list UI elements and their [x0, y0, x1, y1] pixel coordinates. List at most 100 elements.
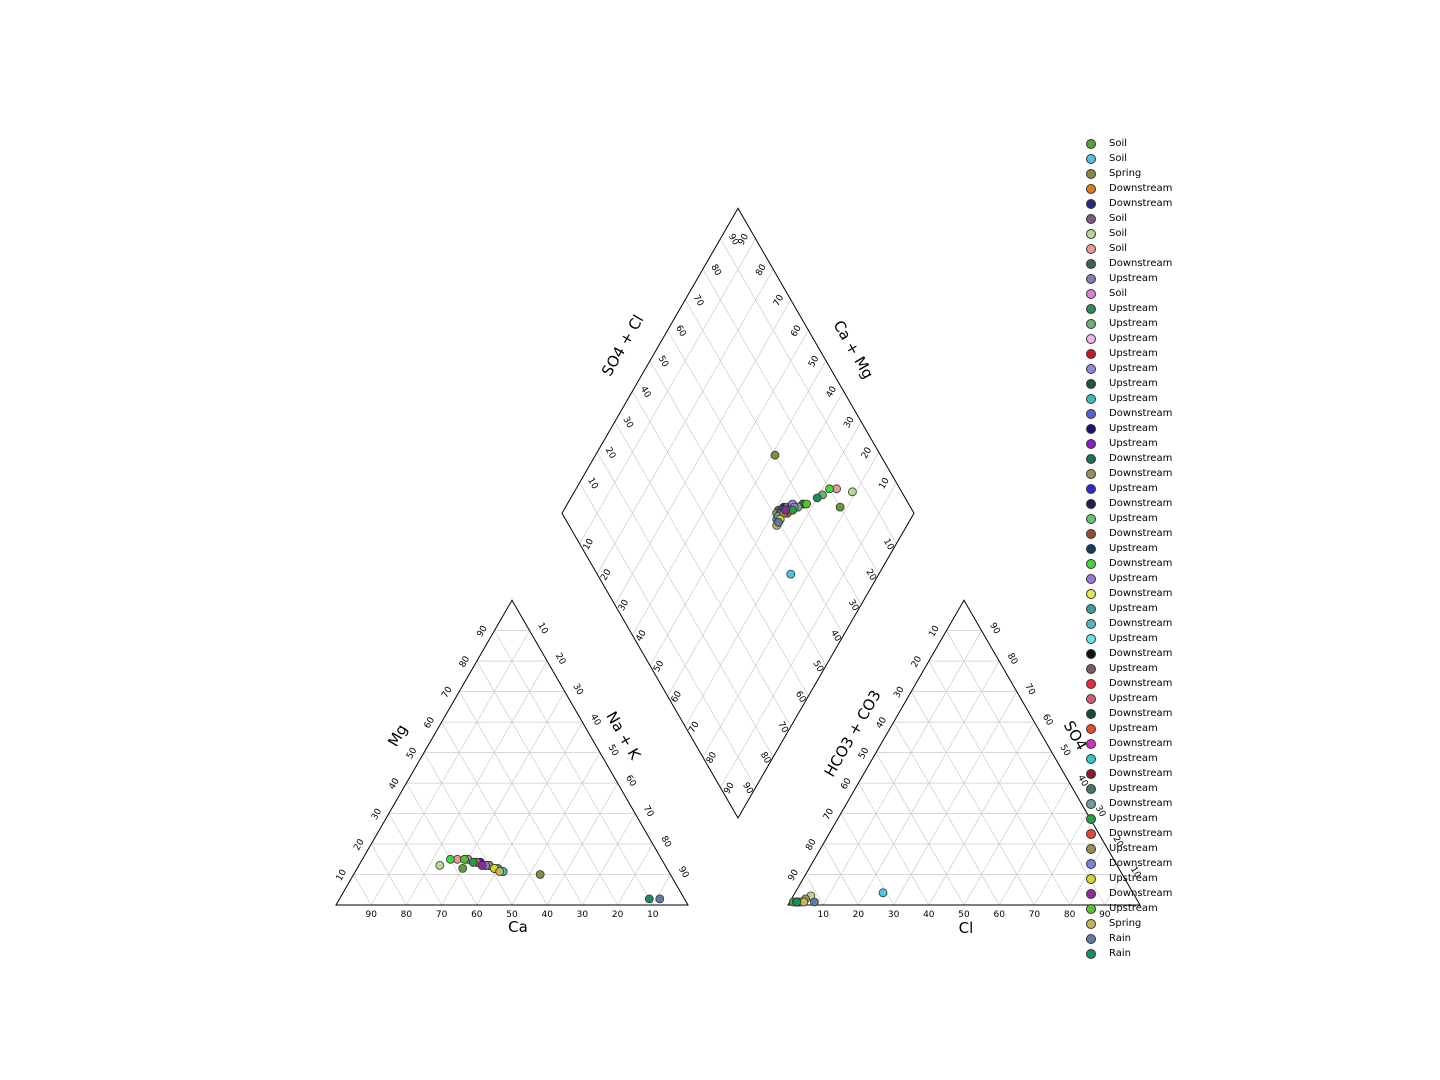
legend-label: Downstream: [1109, 858, 1173, 869]
legend-label: Upstream: [1109, 363, 1158, 374]
cation-left-tick: 40: [387, 776, 402, 791]
legend-marker: [1086, 633, 1096, 644]
legend-item: Soil: [1084, 151, 1172, 166]
anion-left-tick: 40: [875, 715, 890, 730]
diamond-point: [781, 505, 790, 515]
legend-item: Upstream: [1084, 436, 1172, 451]
legend-marker: [1086, 783, 1096, 794]
legend-marker: [1086, 213, 1096, 224]
anion-left-tick: 70: [822, 807, 837, 822]
legend-marker: [1086, 663, 1096, 674]
legend-marker: [1086, 588, 1096, 599]
anion-triangle-grid-line: [822, 630, 982, 906]
diamond-point: [848, 487, 857, 497]
diamond-grid-line: [579, 238, 756, 544]
anion-triangle-outline: [787, 599, 1141, 906]
anion-triangle-grid-line: [946, 630, 1106, 906]
cation-triangle-grid-line: [476, 660, 618, 906]
legend-item: Upstream: [1084, 481, 1172, 496]
anion-right-tick: 90: [987, 621, 1002, 636]
legend-item: Rain: [1084, 931, 1172, 946]
legend-marker: [1086, 393, 1096, 404]
cation-point: [495, 867, 505, 876]
legend-marker: [1086, 753, 1096, 764]
legend-label: Upstream: [1109, 273, 1158, 284]
legend-item: Upstream: [1084, 811, 1172, 826]
data-points: [435, 450, 888, 907]
legend-label: Upstream: [1109, 438, 1158, 449]
cation-point: [477, 861, 487, 870]
legend-marker: [1086, 288, 1096, 299]
cation-left-tick: 50: [405, 746, 420, 761]
anion-right-tick: 70: [1022, 682, 1037, 697]
diamond-upper-left-tick: 50: [807, 354, 822, 369]
legend-item: Downstream: [1084, 586, 1172, 601]
legend-label: Soil: [1109, 153, 1128, 164]
cation-bottom-tick: 90: [365, 910, 377, 920]
legend-label: Upstream: [1109, 483, 1158, 494]
legend-marker: [1086, 798, 1096, 809]
cation-point: [435, 861, 445, 870]
anion-bottom-tick: 70: [1029, 910, 1041, 920]
cation-point: [458, 864, 468, 873]
legend-item: Upstream: [1084, 331, 1172, 346]
cation-point: [460, 854, 469, 864]
legend-label: Soil: [1109, 288, 1128, 299]
legend-item: Soil: [1084, 226, 1172, 241]
anion-left-tick: 30: [892, 685, 907, 700]
legend-label: Rain: [1109, 933, 1131, 944]
legend-item: Downstream: [1084, 181, 1172, 196]
anion-triangle-grid-line: [893, 721, 1000, 906]
legend-item: Downstream: [1084, 556, 1172, 571]
legend-label: Downstream: [1109, 738, 1173, 749]
diamond-upper-right-tick: 40: [638, 385, 653, 400]
cation-left-tick: 90: [475, 624, 490, 639]
anion-triangle-grid-line: [805, 874, 824, 906]
cation-right-tick: 10: [535, 621, 550, 636]
cation-right-axis-label: Na + K: [602, 708, 644, 763]
diamond-lower-right-tick: 40: [634, 628, 649, 643]
diamond-upper-left-axis-label: SO4 + Cl: [598, 312, 647, 380]
legend-label: Downstream: [1109, 528, 1173, 539]
diamond-upper-right-tick: 10: [585, 476, 600, 491]
anion-triangle-grid-line: [910, 691, 1035, 906]
legend-label: Upstream: [1109, 633, 1158, 644]
legend-marker: [1086, 378, 1096, 389]
legend: Soil Soil Spring Downstream Downstream Soil So…: [1084, 136, 1172, 961]
cation-triangle-grid-line: [458, 691, 583, 906]
diamond-point: [802, 499, 811, 509]
legend-label: Upstream: [1109, 603, 1158, 614]
legend-label: Soil: [1109, 138, 1128, 149]
cation-point: [535, 870, 545, 879]
diamond-upper-right-tick: 50: [656, 354, 671, 369]
legend-item: Upstream: [1084, 271, 1172, 286]
legend-label: Upstream: [1109, 378, 1158, 389]
legend-marker: [1086, 933, 1096, 944]
cation-right-tick: 80: [658, 835, 673, 850]
legend-item: Upstream: [1084, 346, 1172, 361]
legend-marker: [1086, 273, 1096, 284]
diamond-upper-left-tick: 20: [860, 446, 875, 461]
legend-marker: [1086, 558, 1096, 569]
diamond-upper-left-tick: 70: [772, 293, 787, 308]
anion-left-tick: 90: [787, 868, 802, 883]
legend-marker: [1086, 513, 1096, 524]
legend-marker: [1086, 888, 1096, 899]
diamond-lower-right-tick: 10: [582, 537, 597, 552]
legend-item: Soil: [1084, 136, 1172, 151]
legend-label: Upstream: [1109, 333, 1158, 344]
legend-marker: [1086, 333, 1096, 344]
diamond-lower-left-tick: 50: [811, 659, 826, 674]
anion-right-tick: 50: [1058, 743, 1073, 758]
legend-marker: [1086, 258, 1096, 269]
cation-right-tick: 50: [606, 743, 621, 758]
cation-point: [468, 857, 478, 867]
diamond-upper-right-tick: 70: [691, 293, 706, 308]
cation-triangle-grid-line: [370, 843, 407, 906]
anion-left-axis-label: HCO3 + CO3: [821, 687, 885, 780]
cation-triangle-outline: [335, 599, 689, 906]
cation-triangle-grid-line: [494, 630, 654, 906]
legend-marker: [1086, 648, 1096, 659]
cation-left-tick: 30: [370, 807, 385, 822]
